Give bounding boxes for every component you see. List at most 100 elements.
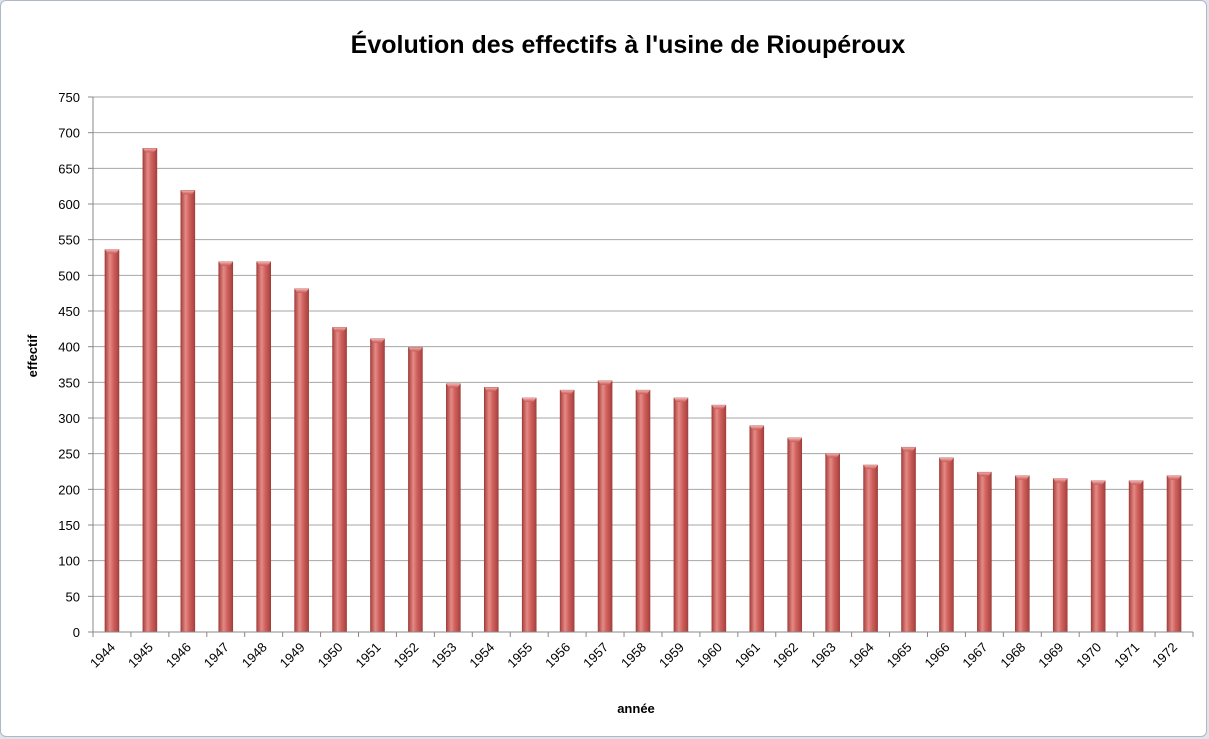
bar-1956 <box>559 389 575 633</box>
bar-body-1955 <box>521 397 537 633</box>
bar-cap-1966 <box>939 457 954 462</box>
x-tick-label: 1970 <box>1073 640 1104 671</box>
x-tick-label: 1963 <box>808 640 839 671</box>
bar-cap-1960 <box>711 405 726 410</box>
bar-cap-1948 <box>256 261 271 266</box>
bar-body-1952 <box>408 347 423 633</box>
x-tick-label: 1968 <box>997 640 1028 671</box>
x-tick-label: 1954 <box>466 640 497 671</box>
bar-1953 <box>446 383 461 633</box>
bar-body-1946 <box>180 190 196 633</box>
bar-cap-1968 <box>1015 475 1030 480</box>
bar-cap-1967 <box>977 472 992 477</box>
bar-1949 <box>294 288 309 633</box>
bar-cap-1965 <box>901 447 916 452</box>
y-tick-label: 450 <box>58 304 80 319</box>
x-tick-label: 1971 <box>1111 640 1142 671</box>
bar-cap-1949 <box>294 288 309 293</box>
chart-title: Évolution des effectifs à l'usine de Rio… <box>351 30 906 59</box>
x-tick-label: 1947 <box>201 640 232 671</box>
bar-body-1958 <box>635 389 651 633</box>
y-tick-label: 500 <box>58 268 80 283</box>
x-axis-label: année <box>617 701 655 716</box>
bar-body-1948 <box>256 261 271 633</box>
bar-1948 <box>256 261 271 633</box>
x-tick-label: 1946 <box>163 640 194 671</box>
y-tick-label: 600 <box>58 197 80 212</box>
bar-1958 <box>635 389 651 633</box>
bar-cap-1945 <box>142 148 157 153</box>
bar-1961 <box>749 425 765 633</box>
bar-1951 <box>370 338 385 633</box>
y-tick-label: 250 <box>58 447 80 462</box>
gridlines <box>93 96 1193 597</box>
bar-cap-1970 <box>1091 480 1106 485</box>
y-tick-label: 300 <box>58 411 80 426</box>
bar-body-1963 <box>825 453 840 633</box>
bar-body-1961 <box>749 425 765 633</box>
bar-1967 <box>977 471 992 633</box>
y-tick-label: 750 <box>58 90 80 105</box>
bar-cap-1958 <box>636 390 650 395</box>
bar-1969 <box>1052 478 1068 633</box>
y-tick-label: 350 <box>58 375 80 390</box>
x-tick-label: 1962 <box>770 640 801 671</box>
bar-body-1957 <box>597 380 613 633</box>
bar-cap-1972 <box>1167 475 1182 480</box>
x-tick-label: 1972 <box>1149 640 1180 671</box>
x-tick-label: 1944 <box>87 640 118 671</box>
x-tick-label: 1967 <box>959 640 990 671</box>
bar-cap-1964 <box>863 465 878 470</box>
bar-1960 <box>711 404 727 633</box>
y-tick-label: 700 <box>58 126 80 141</box>
bar-cap-1952 <box>408 347 423 352</box>
bar-cap-1956 <box>560 390 575 395</box>
x-tick-label: 1960 <box>694 640 725 671</box>
bar-body-1966 <box>939 457 954 633</box>
bar-body-1967 <box>977 471 992 633</box>
bar-body-1968 <box>1015 475 1030 633</box>
x-tick-label: 1956 <box>542 640 573 671</box>
bar-cap-1963 <box>825 453 840 458</box>
x-tick-label: 1952 <box>390 640 421 671</box>
bar-cap-1947 <box>218 261 233 266</box>
x-tick-label: 1966 <box>922 640 953 671</box>
x-tick-label: 1958 <box>618 640 649 671</box>
bar-1944 <box>104 249 120 633</box>
bar-body-1951 <box>370 338 385 633</box>
bar-body-1950 <box>332 327 347 633</box>
bar-body-1956 <box>559 389 575 633</box>
bar-body-1971 <box>1128 480 1144 633</box>
bar-cap-1971 <box>1129 480 1144 485</box>
bar-cap-1961 <box>749 425 764 430</box>
x-tick-label: 1957 <box>580 640 611 671</box>
bar-cap-1951 <box>370 338 385 343</box>
bar-1957 <box>597 380 613 633</box>
bar-cap-1944 <box>104 249 119 254</box>
bar-1955 <box>521 397 537 633</box>
bar-cap-1955 <box>522 398 537 403</box>
x-tick-label: 1965 <box>884 640 915 671</box>
x-tick-label: 1969 <box>1035 640 1066 671</box>
bar-body-1969 <box>1052 478 1068 633</box>
x-tick-label: 1961 <box>732 640 763 671</box>
bar-body-1964 <box>863 464 878 633</box>
bar-1965 <box>901 446 916 633</box>
x-axis-ticks: 1944 1945 1946 1947 1948 1949 1950 1951 1952 1953… <box>87 632 1194 671</box>
x-tick-label: 1953 <box>428 640 459 671</box>
bar-1947 <box>218 261 234 633</box>
bar-body-1953 <box>446 383 461 633</box>
bar-cap-1946 <box>180 190 195 195</box>
bar-1963 <box>825 453 840 633</box>
y-tick-label: 400 <box>58 340 80 355</box>
bar-1971 <box>1128 480 1144 633</box>
bar-cap-1950 <box>332 327 347 332</box>
y-tick-label: 650 <box>58 161 80 176</box>
x-tick-label: 1950 <box>315 640 346 671</box>
bar-body-1945 <box>142 148 158 633</box>
bar-1966 <box>939 457 954 633</box>
bar-body-1965 <box>901 446 916 633</box>
x-tick-label: 1964 <box>846 640 877 671</box>
x-tick-label: 1945 <box>125 640 156 671</box>
